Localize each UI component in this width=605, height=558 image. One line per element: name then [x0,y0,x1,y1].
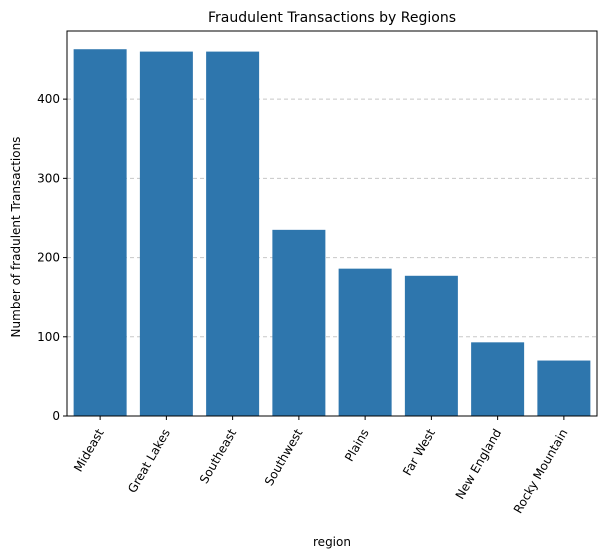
bar-mideast [73,49,127,417]
y-tick-label: 0 [52,409,60,423]
x-tick-label: Southwest [262,426,306,488]
x-tick-label: New England [453,427,504,502]
y-tick-label: 400 [37,92,60,106]
bar-southeast [206,51,260,416]
plot-frame [66,30,598,417]
x-tick-label: Mideast [71,426,107,474]
bar-new-england [471,342,525,416]
x-tick-label: Rocky Mountain [511,427,571,516]
x-axis-label: region [313,535,351,549]
y-axis-ticks: 0 100 200 300 400 [37,92,67,423]
x-tick-label: Southeast [197,426,240,486]
x-tick-label: Great Lakes [125,427,173,496]
gridlines [67,98,597,338]
bar-great-lakes [139,51,193,416]
bar-far-west [404,275,458,416]
x-tick-label: Plains [342,427,372,464]
x-axis-ticks: Mideast Great Lakes Southeast Southwest Plai… [71,416,570,516]
bars [73,49,591,417]
y-tick-label: 100 [37,330,60,344]
bar-plains [338,268,392,416]
chart-title: Fraudulent Transactions by Regions [208,10,456,26]
y-tick-label: 300 [37,171,60,185]
bar-rocky-mountain [537,360,591,416]
y-tick-label: 200 [37,251,60,265]
x-tick-label: Far West [400,426,438,478]
bar-southwest [272,229,326,416]
y-axis-label: Number of fradulent Transactions [9,137,23,338]
